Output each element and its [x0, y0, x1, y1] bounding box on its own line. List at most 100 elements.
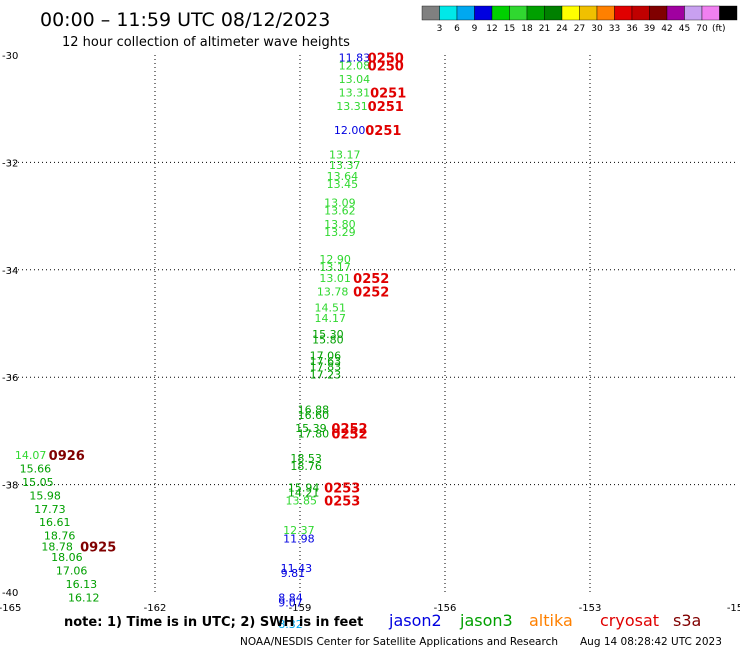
- wave-height-label: 15.66: [20, 462, 51, 475]
- y-tick-label: -36: [2, 373, 18, 384]
- color-bin-label: 9: [472, 24, 478, 34]
- color-bin-label: 24: [556, 24, 568, 34]
- wave-height-label: 8.84: [278, 591, 303, 604]
- wave-height-label: 12.08: [339, 60, 371, 73]
- x-tick-label: -156: [434, 603, 457, 614]
- color-bin: [719, 5, 738, 21]
- satellite-legend-item: cryosat: [600, 611, 659, 630]
- wave-height-label: 17.06: [56, 565, 88, 578]
- wave-height-label: 15.39: [295, 422, 327, 435]
- wave-height-label: 14.21: [288, 487, 320, 500]
- color-bin: [631, 5, 650, 21]
- wave-height-labels: 11.8312.0813.0413.3113.3112.0013.1713.37…: [15, 52, 370, 632]
- time-label: 0252: [331, 428, 367, 443]
- color-bin-label: 21: [539, 24, 550, 34]
- satellite-legend-item: s3a: [673, 611, 701, 630]
- y-tick-label: -40: [2, 588, 18, 599]
- time-label: 0253: [324, 481, 360, 496]
- y-tick-labels: -30 -32 -34 -36 -38 -40: [2, 51, 18, 599]
- x-tick-label: -162: [144, 603, 167, 614]
- wave-height-label: 13.31: [336, 100, 368, 113]
- time-label: 0250: [368, 52, 404, 67]
- wave-height-label: 14.17: [315, 312, 347, 325]
- satellite-legend-item: jason2: [388, 611, 442, 630]
- wave-height-label: 9.81: [281, 567, 306, 580]
- wave-height-label: 16.61: [39, 516, 71, 529]
- footer-generated: Aug 14 08:28:42 UTC 2023: [580, 636, 722, 648]
- time-label: 0252: [353, 272, 389, 287]
- color-bin: [614, 5, 633, 21]
- wave-height-label: 13.04: [339, 73, 371, 86]
- color-bin-label: 27: [574, 24, 585, 34]
- wave-height-label: 11.98: [283, 532, 315, 545]
- time-label: 0926: [49, 449, 85, 464]
- wave-height-label: 13.09: [324, 197, 356, 210]
- chart-subtitle: 12 hour collection of altimeter wave hei…: [62, 35, 350, 50]
- wave-height-label: 13.45: [327, 178, 359, 191]
- wave-height-label: 11.83: [339, 52, 371, 65]
- color-bin: [491, 5, 510, 21]
- color-bin: [526, 5, 545, 21]
- wave-height-label: 13.17: [319, 261, 351, 274]
- color-bin: [474, 5, 493, 21]
- y-tick-label: -30: [2, 51, 18, 62]
- time-label: 0252: [353, 285, 389, 300]
- wave-height-label: 18.76: [44, 530, 75, 543]
- color-bin-label: 45: [679, 24, 690, 34]
- x-tick-label: -15: [727, 603, 740, 614]
- color-bin: [509, 5, 528, 21]
- wave-height-label: 12.00: [334, 124, 366, 137]
- color-bin-label: 30: [591, 24, 603, 34]
- color-bin: [561, 5, 580, 21]
- color-bin-label: 39: [644, 24, 656, 34]
- color-bin-label: 6: [454, 24, 460, 34]
- color-bin-label: 33: [609, 24, 620, 34]
- color-bin-label: 15: [504, 24, 515, 34]
- color-bin: [666, 5, 685, 21]
- color-bin-label: 42: [661, 24, 672, 34]
- wave-height-label: 9.07: [278, 597, 303, 610]
- footer-credit: NOAA/NESDIS Center for Satellite Applica…: [240, 636, 558, 648]
- x-tick-label: -153: [579, 603, 602, 614]
- wave-height-label: 13.78: [317, 285, 349, 298]
- wave-height-label: 11.43: [281, 562, 313, 575]
- wave-height-label: 17.73: [34, 503, 66, 516]
- satellite-legend-item: jason3: [459, 611, 513, 630]
- color-bin: [649, 5, 668, 21]
- color-bin-label: 3: [437, 24, 443, 34]
- time-label: 0251: [365, 124, 401, 139]
- wave-height-label: 13.31: [339, 87, 371, 100]
- color-bin: [544, 5, 563, 21]
- satellite-legend-item: altika: [529, 611, 573, 630]
- wave-height-label: 13.17: [329, 148, 361, 161]
- wave-height-label: 18.78: [41, 540, 73, 553]
- color-bin-label: 12: [486, 24, 497, 34]
- wave-height-label: 13.62: [324, 205, 356, 218]
- wave-height-label: 14.51: [315, 301, 347, 314]
- color-bin: [684, 5, 703, 21]
- y-tick-label: -34: [2, 266, 18, 277]
- color-bin: [596, 5, 615, 21]
- wave-height-label: 15.30: [312, 328, 344, 341]
- time-label: 0251: [370, 87, 406, 102]
- color-bin-label: 18: [521, 24, 533, 34]
- wave-height-label: 15.05: [22, 476, 54, 489]
- wave-height-label: 13.64: [327, 170, 359, 183]
- color-bin: [701, 5, 720, 21]
- time-label: 0253: [324, 495, 360, 510]
- color-scale-unit: (ft): [712, 24, 726, 34]
- color-bin: [579, 5, 598, 21]
- y-tick-label: -38: [2, 481, 18, 492]
- x-tick-label: -159: [289, 603, 312, 614]
- wave-height-label: 18.06: [51, 551, 82, 564]
- wave-height-label: 13.85: [286, 495, 318, 508]
- wave-height-label: 13.01: [319, 272, 351, 285]
- wave-height-label: 13.80: [324, 218, 356, 231]
- satellite-legend: jason2 jason3 altika cryosat s3a: [388, 611, 701, 630]
- color-bin: [439, 5, 458, 21]
- wave-height-label: 17.80: [298, 428, 330, 441]
- footer-note: note: 1) Time is in UTC; 2) SWH is in fe…: [64, 615, 363, 630]
- color-bin-label: 70: [696, 24, 708, 34]
- time-label: 0250: [368, 60, 404, 75]
